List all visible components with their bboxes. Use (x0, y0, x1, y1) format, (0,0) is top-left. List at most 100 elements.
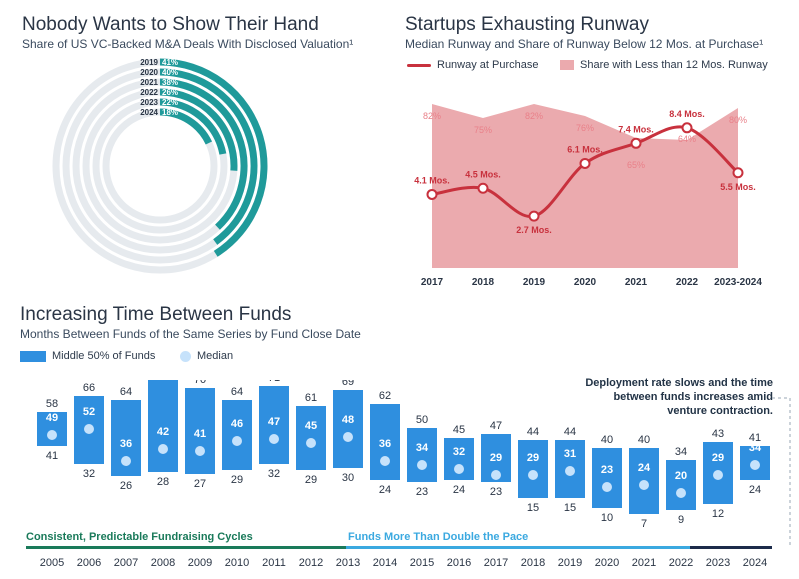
runway-xtick-2018: 2018 (472, 277, 495, 288)
median-label-2015: 34 (416, 442, 429, 454)
range-low-label-2011: 32 (268, 468, 280, 480)
area-label-2022: 64% (678, 134, 696, 144)
funds-subtitle: Months Between Funds of the Same Series … (20, 327, 361, 341)
median-dot-2013 (343, 432, 353, 442)
median-label-2018: 29 (527, 452, 539, 464)
ring-value-2023: 22% (162, 98, 178, 107)
area-label-2020: 76% (576, 123, 594, 133)
runway-point-2021 (630, 137, 642, 149)
legend-runway-line: Runway at Purchase (407, 59, 539, 71)
ring-arc-2022 (159, 88, 238, 171)
legend-line-label: Runway at Purchase (437, 59, 539, 71)
median-label-2011: 47 (268, 416, 280, 428)
median-label-2023: 29 (712, 452, 724, 464)
funds-xtick-2016: 2016 (447, 557, 471, 569)
median-label-2024: 34 (749, 442, 762, 454)
median-dot-2024 (750, 460, 760, 470)
ring-arc-2021 (159, 78, 248, 230)
median-dot-2008 (158, 444, 168, 454)
range-low-label-2005: 41 (46, 450, 58, 462)
phase-3-bar (690, 546, 772, 549)
range-bar-2018 (518, 440, 548, 498)
funds-xtick-2011: 2011 (262, 557, 286, 569)
ring-arc-2023 (159, 98, 227, 155)
range-high-label-2018: 44 (527, 426, 539, 438)
range-bar-2011 (259, 386, 289, 464)
ring-value-2024: 18% (162, 108, 178, 117)
range-bar-2014 (370, 404, 400, 480)
median-label-2008: 42 (157, 426, 169, 438)
funds-xtick-2020: 2020 (595, 557, 619, 569)
range-low-label-2018: 15 (527, 502, 539, 514)
range-high-label-2007: 64 (120, 386, 132, 398)
median-label-2010: 46 (231, 418, 243, 430)
ring-year-2024: 2024 (140, 108, 158, 117)
range-bar-2010 (222, 400, 252, 470)
runway-xtick-2019: 2019 (523, 277, 546, 288)
area-label-2023-2024: 80% (729, 115, 747, 125)
median-dot-2005 (47, 430, 57, 440)
range-low-label-2007: 26 (120, 480, 132, 492)
funds-xtick-2006: 2006 (77, 557, 101, 569)
funds-xtick-2010: 2010 (225, 557, 249, 569)
phase-1-bar (26, 546, 346, 549)
median-label-2017: 29 (490, 452, 502, 464)
range-high-label-2011: 71 (268, 380, 280, 384)
ring-value-2019: 41% (162, 58, 178, 67)
range-low-label-2006: 32 (83, 468, 95, 480)
donut-chart: 2019 41% 2020 40% 2021 38% 2022 26% 2023 22% 2024 1… (52, 58, 268, 274)
median-dot-2017 (491, 470, 501, 480)
median-label-2016: 32 (453, 446, 465, 458)
range-bar-2020 (592, 448, 622, 508)
donut-subtitle: Share of US VC-Backed M&A Deals With Dis… (22, 37, 354, 51)
legend-area-label: Share with Less than 12 Mos. Runway (580, 59, 768, 71)
range-low-label-2021: 7 (641, 518, 647, 530)
ring-year-2019: 2019 (140, 58, 158, 67)
median-dot-2007 (121, 456, 131, 466)
area-label-2021: 65% (627, 160, 645, 170)
range-low-label-2013: 30 (342, 472, 354, 484)
funds-xtick-2017: 2017 (484, 557, 508, 569)
median-label-2019: 31 (564, 448, 576, 460)
range-low-label-2010: 29 (231, 474, 243, 486)
range-high-label-2012: 61 (305, 392, 317, 404)
median-dot-2011 (269, 434, 279, 444)
median-label-2006: 52 (83, 406, 95, 418)
funds-xtick-2007: 2007 (114, 557, 138, 569)
runway-label-2023-2024: 5.5 Mos. (720, 182, 756, 192)
runway-point-2020 (579, 157, 591, 169)
median-label-2007: 36 (120, 438, 132, 450)
range-low-label-2014: 24 (379, 484, 391, 496)
ring-value-2021: 38% (162, 78, 178, 87)
donut-title: Nobody Wants to Show Their Hand (22, 14, 319, 35)
median-dot-2014 (380, 456, 390, 466)
range-bar-2013 (333, 390, 363, 468)
funds-xtick-2012: 2012 (299, 557, 323, 569)
runway-point-2018 (477, 182, 489, 194)
runway-xtick-2022: 2022 (676, 277, 699, 288)
funds-xtick-2024: 2024 (743, 557, 767, 569)
runway-label-2022: 8.4 Mos. (669, 109, 705, 119)
range-bar-2008 (148, 380, 178, 472)
range-high-label-2013: 69 (342, 380, 354, 388)
legend-range-label: Middle 50% of Funds (52, 350, 156, 362)
ring-value-2022: 26% (162, 88, 178, 97)
funds-xtick-2019: 2019 (558, 557, 582, 569)
range-high-label-2005: 58 (46, 398, 58, 410)
legend-median-swatch (180, 350, 191, 362)
range-low-label-2012: 29 (305, 474, 317, 486)
median-dot-2009 (195, 446, 205, 456)
phase-consistent-label: Consistent, Predictable Fundraising Cycl… (26, 531, 253, 543)
runway-title: Startups Exhausting Runway (405, 14, 649, 35)
funds-xtick-2018: 2018 (521, 557, 545, 569)
funds-xtick-2014: 2014 (373, 557, 397, 569)
range-high-label-2015: 50 (416, 414, 428, 426)
funds-xtick-2008: 2008 (151, 557, 175, 569)
runway-share-area (432, 104, 738, 268)
runway-point-2019 (528, 210, 540, 222)
range-low-label-2009: 27 (194, 478, 206, 490)
median-dot-2018 (528, 470, 538, 480)
range-high-label-2023: 43 (712, 428, 724, 440)
legend-line-swatch (407, 63, 431, 67)
ring-arc-2024 (159, 108, 213, 145)
